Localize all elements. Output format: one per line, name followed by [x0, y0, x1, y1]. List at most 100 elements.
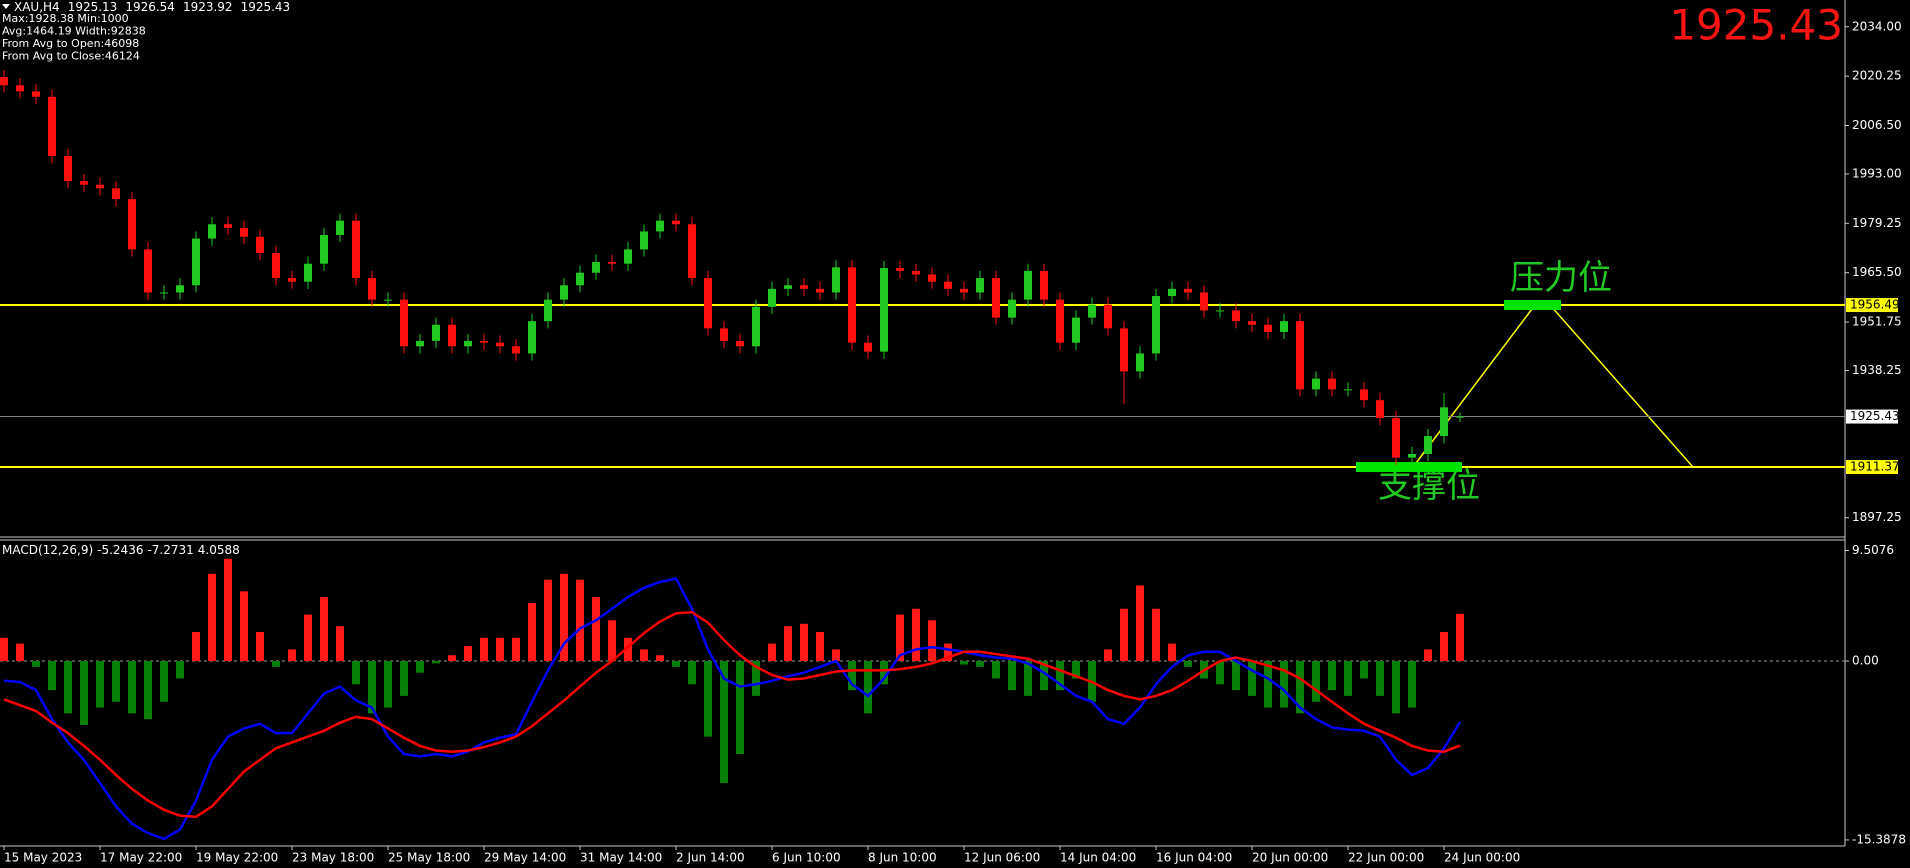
x-tick-label: 2 Jun 14:00	[676, 851, 745, 865]
candle-body	[1040, 270, 1048, 300]
info-line: From Avg to Open:46098	[2, 37, 139, 50]
resistance-label: 压力位	[1510, 258, 1612, 298]
histogram-bar	[736, 661, 744, 755]
x-tick-label: 14 Jun 04:00	[1060, 851, 1136, 865]
histogram-bar	[368, 661, 376, 714]
level-label: 1956.49	[1850, 298, 1900, 312]
x-tick-label: 16 Jun 04:00	[1156, 851, 1232, 865]
macd-line	[3, 577, 1462, 841]
histogram-bar	[976, 661, 984, 667]
candle-body	[1328, 378, 1336, 390]
candle-body	[624, 249, 632, 264]
histogram-bar	[752, 661, 760, 696]
candle-body	[128, 199, 136, 250]
candle-body	[176, 285, 184, 293]
histogram-bar	[496, 637, 504, 662]
histogram-bar	[1040, 661, 1048, 691]
candle-body	[1440, 407, 1448, 437]
y-tick-label: 1938.25	[1852, 363, 1902, 377]
ohlc-value: 1923.92	[183, 0, 233, 14]
candle-body	[704, 278, 712, 329]
candle-body	[880, 268, 888, 352]
current-price-box	[1846, 409, 1898, 424]
candle-body	[1200, 292, 1208, 311]
x-tick-label: 31 May 14:00	[580, 851, 662, 865]
macd-header: MACD(12,26,9) -5.2436 -7.2731 4.0588	[2, 543, 240, 557]
candle-body	[1456, 416, 1464, 418]
candle-body	[976, 278, 984, 293]
candle-body	[192, 238, 200, 286]
histogram-bar	[0, 637, 8, 662]
histogram-bar	[656, 655, 664, 662]
x-tick-label: 20 Jun 00:00	[1252, 851, 1328, 865]
histogram-bar	[1168, 643, 1176, 662]
histogram-bar	[528, 602, 536, 662]
histogram-bar	[432, 661, 440, 664]
ohlc-value: 1925.43	[241, 0, 291, 14]
candle-body	[784, 285, 792, 289]
candle-body	[944, 281, 952, 289]
histogram-bar	[640, 649, 648, 662]
histogram-bar	[96, 661, 104, 708]
candle-body	[16, 85, 24, 92]
x-tick-label: 8 Jun 10:00	[868, 851, 937, 865]
info-line: Max:1928.38 Min:1000	[2, 12, 129, 25]
histogram-bar	[1280, 661, 1288, 708]
histogram-bar	[32, 661, 40, 667]
candle-body	[368, 278, 376, 300]
histogram-bar	[400, 661, 408, 696]
histogram-bar	[1216, 661, 1224, 685]
candle-body	[1296, 321, 1304, 390]
signal-line	[3, 610, 1461, 819]
candle-body	[1072, 317, 1080, 343]
candle-body	[1408, 454, 1416, 458]
histogram-bar	[208, 573, 216, 662]
candle-body	[1184, 288, 1192, 293]
histogram-bar	[624, 637, 632, 662]
candle-body	[1360, 389, 1368, 401]
candle-body	[640, 231, 648, 250]
y-tick-label: 9.5076	[1852, 543, 1894, 557]
candle-body	[336, 220, 344, 236]
candle-body	[448, 324, 456, 347]
histogram-bar	[1296, 661, 1304, 714]
candle-body	[1168, 288, 1176, 297]
candle-body	[752, 306, 760, 347]
histogram-bar	[16, 643, 24, 662]
candle-body	[1424, 436, 1432, 455]
candle-body	[48, 96, 56, 157]
candle-body	[1232, 310, 1240, 322]
histogram-bar	[576, 579, 584, 662]
candle-body	[384, 299, 392, 301]
histogram-bar	[944, 643, 952, 662]
y-tick-label: 1951.75	[1852, 315, 1902, 329]
histogram-bar	[1024, 661, 1032, 696]
histogram-bar	[1344, 661, 1352, 696]
candle-body	[608, 261, 616, 264]
histogram-bar	[960, 661, 968, 665]
candle-body	[672, 220, 680, 225]
histogram-bar	[352, 661, 360, 685]
candle-body	[1392, 418, 1400, 458]
candle-body	[352, 220, 360, 279]
signal-value: -7.2731	[147, 543, 193, 557]
x-tick-label: 23 May 18:00	[292, 851, 374, 865]
support-zone	[1356, 462, 1462, 473]
candle-body	[512, 346, 520, 354]
candle-body	[80, 181, 88, 185]
histogram-bar	[848, 661, 856, 691]
symbol-header: XAU,H4 1925.13 1926.54 1923.92 1925.43	[14, 0, 290, 14]
histogram-bar	[1312, 661, 1320, 702]
histogram-bar	[288, 649, 296, 662]
y-tick-label: 0.00	[1852, 654, 1879, 668]
candle-body	[464, 340, 472, 347]
histogram-bar	[160, 661, 168, 702]
candle-body	[304, 263, 312, 282]
resistance-zone	[1504, 300, 1561, 311]
histogram-bar	[1408, 661, 1416, 708]
candle-body	[0, 77, 8, 86]
candle-body	[1312, 378, 1320, 390]
candle-body	[928, 274, 936, 282]
histogram-bar	[48, 661, 56, 691]
